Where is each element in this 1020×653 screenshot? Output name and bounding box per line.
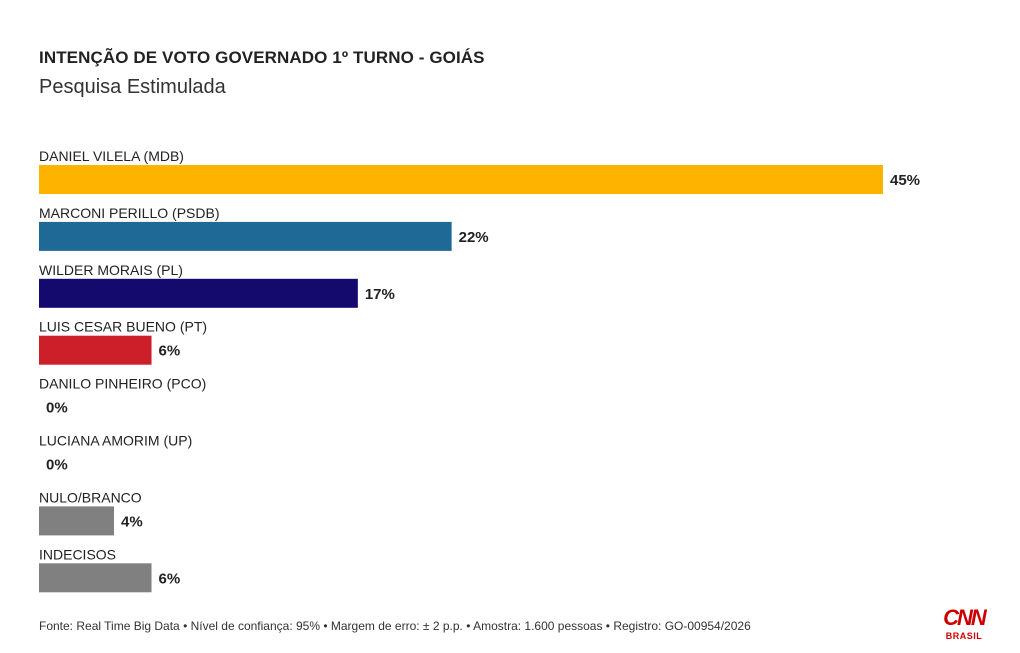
value-label: 0%	[46, 400, 68, 417]
value-label: 17%	[365, 286, 395, 303]
cnn-brasil-logo: CNN BRASIL	[938, 606, 990, 642]
source-footnote: Fonte: Real Time Big Data • Nível de con…	[39, 619, 751, 633]
value-label: 45%	[890, 172, 920, 189]
category-label: DANILO PINHEIRO (PCO)	[39, 376, 206, 392]
bar-chart: DANIEL VILELA (MDB) 45% MARCONI PERILLO (P…	[39, 148, 920, 593]
value-label: 6%	[159, 570, 181, 587]
category-label: NULO/BRANCO	[39, 489, 142, 505]
bar	[39, 165, 883, 194]
value-label: 22%	[459, 229, 489, 246]
category-label: MARCONI PERILLO (PSDB)	[39, 205, 219, 221]
category-label: LUIS CESAR BUENO (PT)	[39, 319, 207, 335]
chart-title: INTENÇÃO DE VOTO GOVERNADO 1º TURNO - GO…	[39, 48, 485, 67]
value-label: 4%	[121, 513, 143, 530]
chart-subtitle: Pesquisa Estimulada	[39, 76, 226, 98]
category-label: INDECISOS	[39, 546, 116, 562]
bar	[39, 335, 152, 365]
logo-mark: CNN	[943, 605, 987, 630]
category-label: LUCIANA AMORIM (UP)	[39, 433, 192, 449]
bar	[39, 506, 115, 536]
value-label: 6%	[159, 343, 181, 360]
bar	[39, 563, 152, 593]
value-label: 0%	[46, 457, 68, 474]
logo-subtext: BRASIL	[945, 631, 983, 641]
category-label: WILDER MORAIS (PL)	[39, 262, 183, 278]
category-label: DANIEL VILELA (MDB)	[39, 148, 184, 164]
bar	[39, 221, 452, 251]
bar	[39, 278, 358, 308]
